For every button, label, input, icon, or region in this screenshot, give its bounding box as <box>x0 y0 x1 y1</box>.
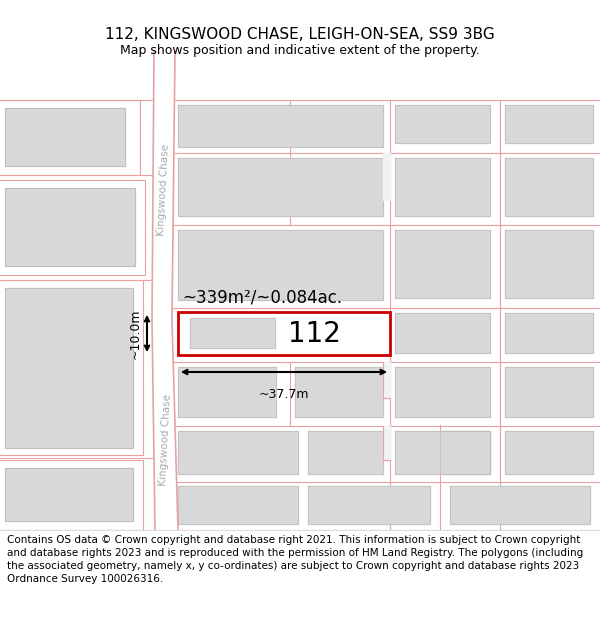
Polygon shape <box>178 486 298 524</box>
Polygon shape <box>178 105 383 147</box>
Polygon shape <box>395 431 490 474</box>
Polygon shape <box>5 468 133 521</box>
Text: Contains OS data © Crown copyright and database right 2021. This information is : Contains OS data © Crown copyright and d… <box>7 535 583 584</box>
Polygon shape <box>152 320 178 530</box>
Polygon shape <box>505 230 593 298</box>
Polygon shape <box>505 431 593 474</box>
Text: ~10.0m: ~10.0m <box>129 308 142 359</box>
Polygon shape <box>5 288 133 448</box>
Polygon shape <box>5 188 135 266</box>
Polygon shape <box>190 318 275 348</box>
Polygon shape <box>152 50 175 320</box>
Text: Kingswood Chase: Kingswood Chase <box>155 144 170 236</box>
Text: 112, KINGSWOOD CHASE, LEIGH-ON-SEA, SS9 3BG: 112, KINGSWOOD CHASE, LEIGH-ON-SEA, SS9 … <box>105 27 495 42</box>
Polygon shape <box>5 108 125 166</box>
Polygon shape <box>308 431 383 474</box>
Polygon shape <box>308 486 430 524</box>
Polygon shape <box>0 460 143 530</box>
Text: ~339m²/~0.084ac.: ~339m²/~0.084ac. <box>182 289 342 307</box>
Polygon shape <box>505 105 593 143</box>
Text: ~37.7m: ~37.7m <box>259 388 309 401</box>
Polygon shape <box>440 431 490 474</box>
Polygon shape <box>395 158 490 216</box>
Polygon shape <box>0 100 140 175</box>
Polygon shape <box>505 367 593 417</box>
Polygon shape <box>395 230 490 298</box>
Polygon shape <box>450 486 590 524</box>
Text: Map shows position and indicative extent of the property.: Map shows position and indicative extent… <box>120 44 480 57</box>
Polygon shape <box>178 230 383 300</box>
Polygon shape <box>178 312 390 355</box>
Polygon shape <box>395 367 490 417</box>
Polygon shape <box>0 280 143 455</box>
Polygon shape <box>295 367 383 417</box>
Text: Kingswood Chase: Kingswood Chase <box>158 394 172 486</box>
Text: 112: 112 <box>287 319 340 348</box>
Polygon shape <box>395 105 490 143</box>
Polygon shape <box>178 431 298 474</box>
Polygon shape <box>178 158 383 216</box>
Polygon shape <box>505 158 593 216</box>
Polygon shape <box>505 313 593 353</box>
Polygon shape <box>383 362 390 398</box>
Polygon shape <box>395 313 490 353</box>
Polygon shape <box>178 367 276 417</box>
Polygon shape <box>0 180 145 275</box>
Polygon shape <box>383 426 390 460</box>
Polygon shape <box>383 153 390 200</box>
Bar <box>178 312 390 355</box>
